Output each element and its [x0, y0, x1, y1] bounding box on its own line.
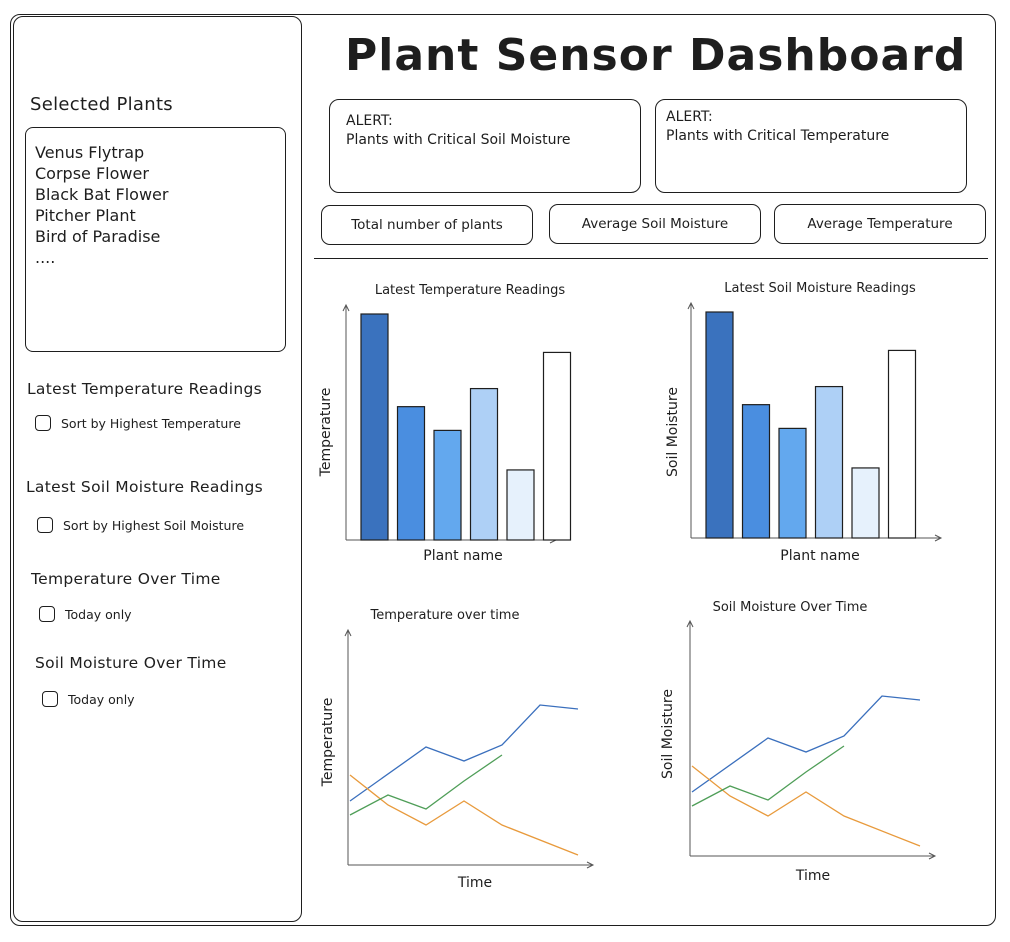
temperature-today-label: Today only [65, 606, 132, 622]
y-axis-label: Temperature [320, 698, 336, 788]
selected-plants-title: Selected Plants [30, 94, 173, 115]
section-title-temperature-over-time: Temperature Over Time [31, 570, 221, 588]
sidebar [13, 16, 302, 922]
y-axis-arrow [342, 303, 350, 312]
temperature-line-chart: Temperature over time Time Temperature [320, 608, 595, 891]
bar [814, 385, 844, 539]
y-axis-arrow [687, 301, 695, 310]
page-title: Plant Sensor Dashboard [345, 30, 967, 81]
alert-soil-moisture-text: Plants with Critical Soil Moisture [346, 132, 571, 148]
series-line [691, 745, 845, 807]
soil-moisture-line-chart: Soil Moisture Over Time Time Soil Moisture [660, 600, 937, 884]
kpi-average-soil-moisture[interactable]: Average Soil Moisture [549, 204, 761, 244]
plant-list: Venus Flytrap Corpse Flower Black Bat Fl… [35, 142, 168, 268]
chart-title: Soil Moisture Over Time [713, 600, 868, 615]
x-axis-arrow [586, 861, 595, 869]
section-title-soil-moisture-over-time: Soil Moisture Over Time [35, 654, 227, 672]
soil-moisture-bar-chart: Latest Soil Moisture Readings Plant name S… [665, 281, 943, 564]
plant-item[interactable]: Pitcher Plant [35, 206, 136, 225]
y-axis-label: Temperature [318, 388, 334, 478]
section-title-temperature-readings: Latest Temperature Readings [27, 380, 263, 398]
series-line [691, 765, 921, 847]
plant-item[interactable]: Black Bat Flower [35, 185, 169, 204]
alert-temperature-heading: ALERT: [666, 109, 713, 125]
y-axis-label: Soil Moisture [665, 387, 681, 477]
x-axis-label: Time [795, 868, 830, 884]
alert-soil-moisture-heading: ALERT: [346, 113, 393, 129]
section-title-soil-moisture-readings: Latest Soil Moisture Readings [26, 478, 264, 496]
bar [741, 404, 771, 539]
plant-item[interactable]: Venus Flytrap [35, 143, 145, 162]
bar [433, 429, 462, 541]
bar [887, 349, 917, 539]
bar [506, 469, 535, 541]
bar [542, 351, 572, 541]
chart-title: Temperature over time [370, 608, 520, 623]
x-axis-label: Time [457, 875, 492, 891]
bar [851, 467, 880, 539]
chart-title: Latest Temperature Readings [375, 283, 566, 298]
plant-list-box[interactable]: Venus Flytrap Corpse Flower Black Bat Fl… [25, 127, 286, 352]
y-axis-arrow [344, 628, 352, 637]
series-line [691, 695, 921, 793]
kpi-total-plants[interactable]: Total number of plants [321, 205, 533, 245]
alert-temperature-text: Plants with Critical Temperature [666, 128, 890, 144]
series-line [349, 754, 503, 816]
temperature-today-option[interactable]: Today only [39, 606, 132, 622]
sort-soil-moisture-checkbox[interactable] [37, 517, 53, 533]
series-line [349, 774, 579, 856]
x-axis-arrow [934, 534, 943, 542]
y-axis-arrow [686, 619, 694, 628]
soil-moisture-today-label: Today only [68, 691, 135, 707]
sort-soil-moisture-option[interactable]: Sort by Highest Soil Moisture [37, 517, 244, 533]
sort-temperature-label: Sort by Highest Temperature [61, 415, 241, 431]
kpi-average-temperature[interactable]: Average Temperature [774, 204, 986, 244]
sort-soil-moisture-label: Sort by Highest Soil Moisture [63, 517, 245, 533]
sort-temperature-checkbox[interactable] [35, 415, 51, 431]
chart-title: Latest Soil Moisture Readings [724, 281, 916, 296]
temperature-today-checkbox[interactable] [39, 606, 55, 622]
sort-temperature-option[interactable]: Sort by Highest Temperature [35, 415, 241, 431]
bar [705, 311, 734, 539]
series-line [349, 704, 579, 802]
bar [360, 313, 389, 541]
bar [778, 427, 807, 539]
dashboard-frame [10, 14, 996, 926]
y-axis-label: Soil Moisture [660, 689, 676, 779]
soil-moisture-today-option[interactable]: Today only [42, 691, 135, 707]
plant-item[interactable]: Corpse Flower [35, 164, 149, 183]
x-axis-label: Plant name [423, 548, 502, 564]
alert-soil-moisture-card[interactable]: ALERT: Plants with Critical Soil Moistur… [329, 99, 641, 193]
alert-temperature-card[interactable]: ALERT: Plants with Critical Temperature [655, 99, 967, 193]
x-axis-label: Plant name [780, 548, 859, 564]
section-divider [314, 258, 988, 259]
bar [396, 406, 426, 541]
plant-item[interactable]: Bird of Paradise [35, 227, 161, 246]
x-axis-arrow [928, 852, 937, 860]
soil-moisture-today-checkbox[interactable] [42, 691, 58, 707]
temperature-bar-chart: Latest Temperature Readings Plant name Tem… [318, 283, 572, 564]
plant-item-more: .... [35, 248, 56, 267]
bar [469, 387, 499, 541]
